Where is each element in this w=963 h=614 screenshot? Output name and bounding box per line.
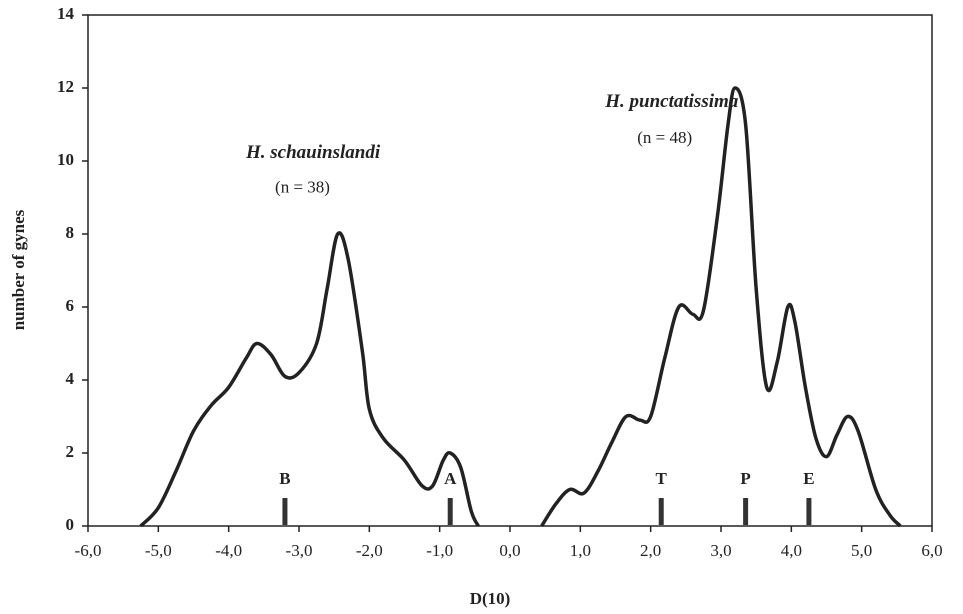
- y-tick-label: 12: [57, 77, 74, 96]
- x-tick-label: 5,0: [851, 541, 872, 560]
- marker-bar: [743, 498, 749, 525]
- marker-label: E: [803, 469, 814, 488]
- x-tick-label: -2,0: [356, 541, 383, 560]
- x-tick-label: -1,0: [426, 541, 453, 560]
- density-line: [139, 231, 480, 528]
- x-tick-label: -3,0: [286, 541, 313, 560]
- x-axis-title: D(10): [470, 589, 511, 608]
- x-tick-label: -4,0: [215, 541, 242, 560]
- marker-bar: [447, 498, 453, 525]
- y-tick-label: 8: [66, 223, 75, 242]
- marker-label: P: [740, 469, 750, 488]
- x-tick-label: -6,0: [75, 541, 102, 560]
- y-tick-label: 2: [66, 442, 75, 461]
- marker-label: B: [279, 469, 290, 488]
- x-tick-label: -5,0: [145, 541, 172, 560]
- x-tick-label: 0,0: [499, 541, 520, 560]
- density-line: [540, 86, 902, 528]
- annotation: H. punctatissima: [604, 91, 739, 112]
- y-axis-title: number of gynes: [9, 209, 28, 330]
- y-tick-label: 10: [57, 150, 74, 169]
- x-tick-label: 1,0: [570, 541, 591, 560]
- x-tick-label: 6,0: [921, 541, 942, 560]
- y-tick-label: 6: [66, 296, 75, 315]
- y-tick-label: 14: [57, 4, 75, 23]
- annotation: (n = 38): [275, 177, 330, 196]
- x-tick-label: 3,0: [710, 541, 731, 560]
- marker-label: T: [656, 469, 668, 488]
- y-tick-label: 4: [66, 369, 75, 388]
- marker-bar: [658, 498, 664, 525]
- x-tick-label: 4,0: [781, 541, 802, 560]
- annotation: (n = 48): [637, 128, 692, 147]
- annotation: H. schauinslandi: [245, 142, 381, 163]
- plot-frame: [87, 14, 933, 527]
- marker-bar: [806, 498, 812, 525]
- marker-bar: [282, 498, 288, 525]
- x-tick-label: 2,0: [640, 541, 661, 560]
- y-tick-label: 0: [66, 515, 75, 534]
- marker-label: A: [444, 469, 457, 488]
